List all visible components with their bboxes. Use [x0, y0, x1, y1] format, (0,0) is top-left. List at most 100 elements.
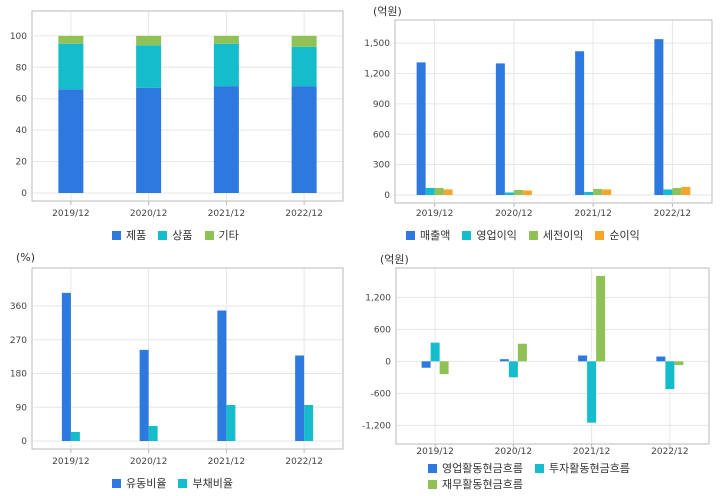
legend-swatch: [428, 479, 437, 489]
legend-item[interactable]: 순이익: [595, 227, 640, 243]
bar: [139, 349, 149, 441]
bar: [522, 190, 532, 195]
bar-segment: [58, 89, 84, 193]
x-tick-label: 2020/12: [495, 209, 532, 219]
bar-segment: [213, 86, 239, 193]
x-tick-label: 2022/12: [285, 209, 322, 219]
x-tick-label: 2020/12: [495, 447, 532, 457]
bar: [602, 189, 612, 195]
chart-ratios-plot: 0 90 180 270 360 2019/12 2020/12 2021/12 2022/12: [10, 267, 344, 467]
legend-item[interactable]: 유동비율: [112, 475, 166, 491]
legend-swatch: [595, 230, 605, 240]
bar: [593, 188, 603, 195]
chart-revenue-profit: (억원) 0 300 600 900 1,200 1,500 2019/12 2020/12 2…: [360, 0, 720, 250]
x-tick-label: 2021/12: [208, 457, 245, 467]
x-tick-label: 2021/12: [208, 209, 245, 219]
legend-item[interactable]: 제품: [112, 227, 146, 243]
legend-item[interactable]: 기타: [204, 227, 239, 243]
legend-swatch: [428, 463, 437, 473]
chart-ratios-legend: 유동비율 부채비율: [112, 475, 245, 491]
legend-label: 상품: [172, 229, 193, 242]
x-tick-label: 2020/12: [130, 457, 167, 467]
legend-swatch: [406, 230, 415, 240]
legend-swatch: [528, 230, 538, 240]
y-tick-label: 360: [10, 302, 27, 312]
x-tick-label: 2022/12: [651, 447, 688, 457]
y-tick-label: 600: [374, 325, 391, 335]
y-tick-label: 1,200: [365, 293, 391, 303]
bar: [421, 361, 431, 368]
bar: [513, 189, 523, 195]
legend-item[interactable]: 영업이익: [462, 227, 517, 243]
y-tick-label: 0: [384, 191, 390, 201]
bar: [416, 62, 426, 195]
y-tick-label: 300: [373, 161, 390, 171]
bar: [578, 355, 588, 362]
legend-item[interactable]: 상품: [158, 227, 193, 243]
bar: [517, 343, 527, 362]
x-tick-label: 2019/12: [52, 457, 89, 467]
chart-revenue-unit: (억원): [373, 5, 402, 18]
bar: [61, 292, 71, 441]
plot-frame: [31, 267, 344, 450]
bar: [656, 356, 666, 362]
chart-cashflow-unit: (억원): [380, 253, 409, 266]
y-tick-label: 1,500: [364, 39, 390, 49]
chart-cashflow: (억원) -1,200 -600 0 600 1,200 2019/12 2020/12 20…: [360, 248, 720, 496]
legend-swatch: [462, 230, 472, 240]
chart-product-mix: 0 20 40 60 80 100 2019/12 2020/12 2021/12 2022/12…: [0, 0, 360, 250]
x-tick-label: 2022/12: [654, 209, 691, 219]
legend-label: 순이익: [609, 229, 640, 242]
bar: [504, 192, 514, 195]
bar-segment: [58, 43, 84, 90]
bar-segment: [291, 35, 317, 47]
legend-label: 재무활동현금흐름: [442, 478, 523, 491]
bar: [508, 361, 518, 378]
y-tick-label: 900: [373, 100, 390, 110]
legend-item[interactable]: 재무활동현금흐름: [428, 476, 523, 492]
legend-item[interactable]: 부채비율: [178, 475, 233, 491]
legend-label: 유동비율: [126, 477, 167, 490]
x-tick-label: 2022/12: [285, 457, 322, 467]
bar: [674, 361, 684, 366]
bar: [681, 186, 691, 195]
plot-frame: [395, 267, 710, 445]
y-tick-label: 0: [385, 357, 391, 367]
legend-label: 세전이익: [542, 229, 584, 242]
chart-revenue-profit-legend: 매출액 영업이익 세전이익 순이익: [406, 227, 652, 243]
bar: [495, 63, 505, 196]
y-tick-label: 60: [16, 95, 28, 105]
bar: [499, 359, 509, 362]
y-tick-label: 270: [10, 336, 27, 346]
y-tick-label: -600: [371, 389, 392, 399]
y-tick-label: 0: [21, 437, 27, 447]
chart-product-mix-legend: 제품 상품 기타: [112, 227, 251, 243]
bar-segment: [291, 86, 317, 193]
bar-segment: [291, 46, 317, 87]
bar: [587, 361, 597, 423]
bar: [148, 426, 158, 441]
legend-label: 부채비율: [192, 477, 233, 490]
bar-segment: [58, 35, 84, 44]
legend-label: 기타: [218, 229, 239, 242]
bar: [226, 405, 236, 441]
legend-item[interactable]: 매출액: [406, 227, 450, 243]
x-tick-label: 2019/12: [416, 209, 453, 219]
x-tick-label: 2019/12: [416, 447, 453, 457]
bar: [295, 355, 305, 441]
bar: [70, 432, 80, 441]
bar: [663, 189, 673, 195]
bar: [439, 361, 449, 375]
y-tick-label: -1,200: [362, 421, 391, 431]
y-tick-label: 600: [373, 130, 390, 140]
legend-item[interactable]: 영업활동현금흐름: [428, 460, 523, 476]
bar-segment: [136, 35, 162, 46]
bar: [443, 189, 453, 195]
bar: [665, 361, 675, 390]
legend-item[interactable]: 세전이익: [528, 227, 584, 243]
bar-segment: [213, 43, 239, 87]
legend-swatch: [158, 230, 168, 240]
y-tick-label: 40: [16, 126, 28, 136]
legend-item[interactable]: 투자활동현금흐름: [534, 460, 630, 476]
